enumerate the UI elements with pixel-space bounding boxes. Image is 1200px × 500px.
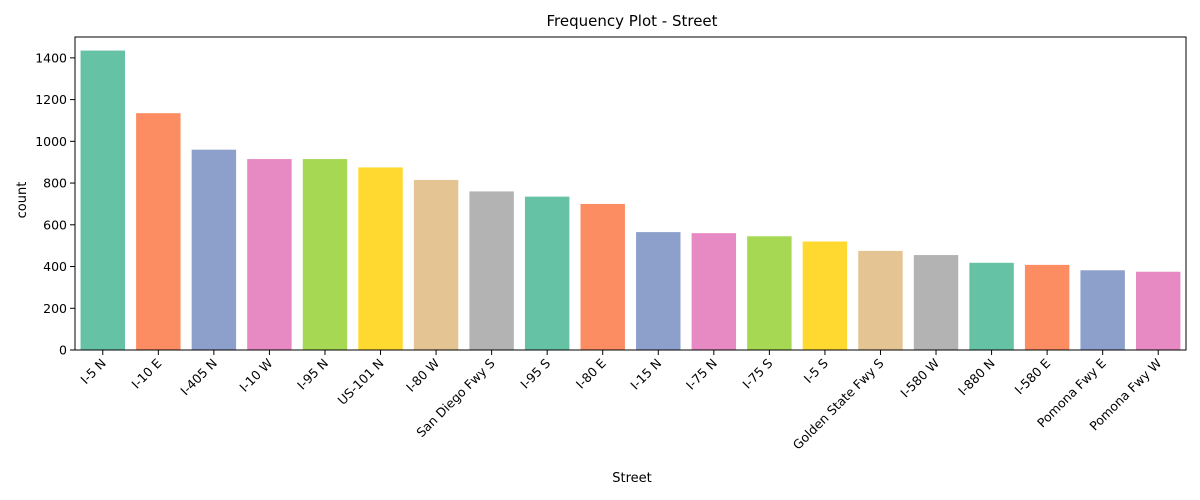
bar [858, 250, 903, 350]
bar [80, 50, 125, 351]
bar [302, 159, 348, 350]
y-tick-label: 1000 [35, 134, 67, 149]
bar [747, 236, 792, 350]
x-tick-label: I-80 E [573, 355, 609, 391]
chart-title: Frequency Plot - Street [546, 12, 717, 30]
x-tick-label: I-10 W [236, 356, 275, 395]
bar [358, 167, 403, 350]
bar [247, 159, 292, 350]
y-tick-label: 200 [43, 301, 67, 316]
y-tick-label: 400 [43, 259, 67, 274]
x-tick-label: I-80 W [403, 356, 442, 395]
bar [1136, 271, 1181, 350]
bar [191, 149, 237, 350]
bar [1024, 264, 1070, 350]
bars-group [80, 50, 1181, 351]
bar [913, 255, 959, 350]
bar [524, 196, 570, 350]
x-tick-label: US-101 N [334, 356, 386, 408]
x-tick-label: I-10 E [128, 355, 164, 391]
bar [636, 232, 681, 350]
x-tick-label: I-580 W [897, 356, 942, 401]
y-tick-label: 800 [43, 176, 67, 191]
bar [469, 191, 514, 350]
x-tick-label: I-75 N [683, 356, 720, 393]
y-axis: 0 200 400 600 800 1000 1200 1400 [35, 50, 75, 358]
x-axis: I-5 N I-10 E I-405 N I-10 W I-95 N US-101 N I-… [77, 350, 1164, 452]
bar [580, 203, 625, 350]
x-tick-label: I-95 S [517, 355, 553, 391]
x-tick-label: I-5 N [77, 356, 108, 387]
y-tick-label: 600 [43, 217, 67, 232]
bar [802, 241, 848, 350]
x-tick-label: I-5 S [801, 355, 831, 385]
x-tick-label: Golden State Fwy S [790, 355, 887, 452]
x-tick-label: I-405 N [177, 356, 220, 399]
y-axis-title: count [15, 182, 30, 219]
y-tick-label: 1200 [35, 92, 67, 107]
bar [413, 179, 459, 350]
y-tick-label: 1400 [35, 50, 67, 65]
y-tick-label: 0 [59, 343, 67, 358]
bar [969, 262, 1014, 350]
bar [1080, 270, 1125, 350]
bar [691, 233, 737, 350]
x-tick-label: I-880 N [955, 356, 998, 399]
x-tick-label: I-15 N [627, 356, 664, 393]
plot-frame [74, 36, 1187, 351]
x-tick-label: I-95 N [294, 356, 331, 393]
x-tick-label: I-580 E [1012, 355, 1054, 397]
x-axis-title: Street [612, 471, 652, 486]
bar [136, 113, 181, 350]
x-tick-label: I-75 S [739, 355, 775, 391]
